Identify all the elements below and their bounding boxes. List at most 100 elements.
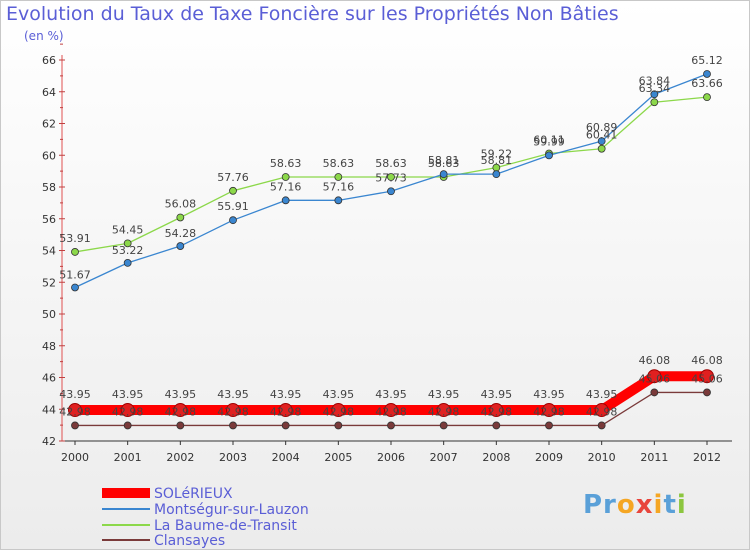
data-label-2: 57.76 xyxy=(217,171,249,184)
data-label-1: 51.67 xyxy=(59,268,91,281)
data-label-3: 42.98 xyxy=(481,405,513,418)
y-tick-label: 60 xyxy=(42,149,56,162)
y-tick-label: 52 xyxy=(42,276,56,289)
data-label-0: 43.95 xyxy=(112,388,144,401)
series-point-1 xyxy=(123,258,132,267)
series-point-0 xyxy=(647,369,662,384)
chart-title: Evolution du Taux de Taxe Foncière sur l… xyxy=(6,3,619,25)
data-label-2: 59.22 xyxy=(481,148,513,161)
series-point-1 xyxy=(650,90,659,99)
data-label-3: 42.98 xyxy=(428,405,460,418)
series-point-0 xyxy=(594,403,609,418)
x-tick-label: 2004 xyxy=(272,451,300,464)
data-label-3: 45.06 xyxy=(639,372,671,385)
series-point-0 xyxy=(489,403,504,418)
data-label-0: 46.08 xyxy=(639,354,671,367)
data-label-1: 58.81 xyxy=(481,154,513,167)
series-point-0 xyxy=(542,403,556,418)
series-point-0 xyxy=(331,403,346,418)
y-tick-label: 56 xyxy=(42,213,56,226)
data-label-2: 60.11 xyxy=(533,134,565,147)
series-point-1 xyxy=(439,170,448,179)
data-label-0: 43.95 xyxy=(270,388,302,401)
legend-label-2: La Baume-de-Transit xyxy=(154,518,297,534)
series-point-1 xyxy=(334,196,343,205)
x-tick-label: 2006 xyxy=(377,451,405,464)
series-point-3 xyxy=(597,421,606,430)
x-tick-label: 2008 xyxy=(482,451,510,464)
data-label-2: 54.45 xyxy=(112,223,144,236)
data-label-3: 42.98 xyxy=(217,405,249,418)
series-point-0 xyxy=(278,403,293,418)
data-label-2: 60.41 xyxy=(586,129,618,142)
data-label-0: 43.95 xyxy=(165,388,197,401)
data-label-0: 43.95 xyxy=(533,388,565,401)
data-label-1: 65.12 xyxy=(691,54,723,67)
data-label-2: 58.63 xyxy=(375,157,407,170)
series-point-3 xyxy=(334,421,343,430)
series-point-1 xyxy=(71,283,79,292)
series-point-0 xyxy=(120,403,135,418)
y-tick-label: 50 xyxy=(42,308,56,321)
y-tick-label: 62 xyxy=(42,118,56,131)
logo-letter: x xyxy=(635,490,654,520)
y-tick-label: 42 xyxy=(42,435,56,448)
series-point-3 xyxy=(703,388,711,397)
x-tick-label: 2012 xyxy=(693,451,721,464)
data-label-1: 59.99 xyxy=(533,135,565,148)
data-label-2: 56.08 xyxy=(165,197,197,210)
legend-label-1: Montségur-sur-Lauzon xyxy=(154,502,309,518)
series-point-2 xyxy=(281,173,290,181)
series-point-3 xyxy=(387,421,395,430)
logo-letter: t xyxy=(663,490,677,520)
data-label-3: 42.98 xyxy=(270,405,302,418)
logo-letter: i xyxy=(676,490,687,520)
series-point-0 xyxy=(173,403,188,418)
data-label-3: 42.98 xyxy=(375,405,407,418)
y-tick-label: 66 xyxy=(42,54,56,67)
series-point-3 xyxy=(545,421,553,430)
data-label-2: 53.91 xyxy=(59,232,91,245)
series-point-2 xyxy=(597,144,606,153)
data-label-1: 58.81 xyxy=(428,154,460,167)
series-point-1 xyxy=(703,70,711,78)
logo-letter: Pr xyxy=(583,490,617,520)
legend-label-0: SOLéRIEUX xyxy=(154,486,233,502)
data-label-0: 43.95 xyxy=(375,388,407,401)
data-label-2: 63.34 xyxy=(639,82,671,95)
series-point-1 xyxy=(387,187,395,196)
y-tick-label: 44 xyxy=(42,403,56,416)
series-point-2 xyxy=(71,248,79,256)
series-point-0 xyxy=(700,369,714,384)
series-point-3 xyxy=(176,421,185,430)
x-tick-label: 2002 xyxy=(166,451,194,464)
series-point-2 xyxy=(334,173,343,181)
data-label-2: 58.63 xyxy=(270,157,302,170)
data-label-0: 46.08 xyxy=(691,354,723,367)
x-tick-label: 2005 xyxy=(324,451,352,464)
series-point-2 xyxy=(387,173,395,181)
logo-letter: o xyxy=(616,490,636,520)
y-tick-label: 48 xyxy=(42,340,56,353)
data-label-2: 58.63 xyxy=(428,157,460,170)
logo-letter: i xyxy=(653,490,664,520)
data-label-1: 57.73 xyxy=(375,171,407,184)
series-point-1 xyxy=(492,170,501,179)
data-label-0: 43.95 xyxy=(59,388,91,401)
series-point-0 xyxy=(436,403,451,418)
data-label-3: 42.98 xyxy=(59,405,91,418)
data-label-3: 42.98 xyxy=(112,405,144,418)
data-label-0: 43.95 xyxy=(481,388,513,401)
series-point-2 xyxy=(176,213,185,222)
series-point-1 xyxy=(597,137,606,146)
series-point-1 xyxy=(176,242,185,250)
x-tick-label: 2003 xyxy=(219,451,247,464)
y-tick-label: 54 xyxy=(42,245,56,258)
series-point-3 xyxy=(439,421,448,430)
x-tick-label: 2001 xyxy=(114,451,142,464)
series-point-2 xyxy=(650,98,659,107)
data-label-2: 58.63 xyxy=(323,157,355,170)
series-point-0 xyxy=(226,403,240,418)
series-point-1 xyxy=(545,151,553,160)
